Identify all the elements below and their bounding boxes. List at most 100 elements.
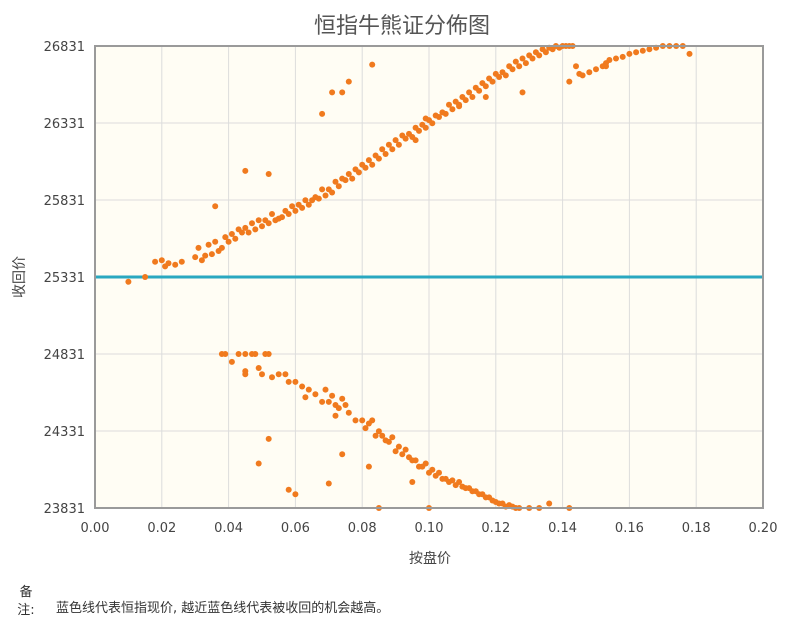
data-point (436, 469, 442, 476)
data-point (362, 425, 369, 432)
data-point (482, 94, 489, 100)
data-point (289, 203, 296, 210)
data-point (606, 57, 613, 63)
y-axis-label: 收回价 (12, 256, 28, 298)
data-point (365, 463, 372, 470)
x-tick-label: 0.02 (147, 521, 176, 536)
data-point (299, 383, 306, 390)
data-point (292, 207, 299, 214)
data-point (345, 409, 352, 416)
data-point (516, 63, 523, 70)
data-point (469, 94, 476, 100)
data-point (322, 386, 329, 393)
data-point (249, 220, 255, 227)
data-point (345, 78, 352, 85)
data-point (275, 371, 282, 378)
data-point (389, 434, 396, 441)
plot-border (94, 45, 764, 509)
data-point (522, 60, 529, 67)
data-point (228, 231, 235, 237)
data-point (269, 211, 275, 217)
data-point (496, 74, 503, 80)
data-point (335, 405, 342, 412)
data-point (222, 351, 229, 357)
data-point (375, 155, 382, 162)
data-point (462, 97, 469, 104)
chart-note: 备注: 蓝色线代表恒指现价, 越近蓝色线代表被收回的机会越高。 (14, 584, 389, 620)
x-tick-label: 0.20 (749, 521, 778, 536)
data-point (265, 171, 272, 177)
data-point (489, 78, 496, 85)
data-point (259, 371, 265, 378)
y-tick-label: 24331 (44, 425, 85, 440)
data-point (142, 274, 149, 280)
data-point (322, 192, 329, 199)
data-point (178, 258, 185, 265)
data-point (125, 278, 132, 285)
data-point (302, 394, 309, 401)
data-point (315, 195, 322, 202)
chart-title: 恒指牛熊证分佈图 (314, 14, 490, 39)
data-point (646, 46, 653, 53)
data-point (395, 443, 402, 450)
data-point (536, 52, 543, 59)
data-point (379, 432, 386, 439)
data-point (359, 417, 366, 424)
data-point (265, 435, 272, 442)
data-point (603, 63, 609, 70)
data-point (242, 368, 249, 375)
data-point (195, 244, 202, 251)
data-point (409, 479, 416, 485)
data-point (573, 63, 579, 70)
data-point (222, 234, 229, 241)
data-point (512, 58, 519, 65)
data-point (482, 83, 489, 90)
data-point (192, 254, 199, 261)
data-point (312, 391, 319, 398)
data-point (342, 402, 349, 408)
data-point (586, 69, 593, 76)
data-point (165, 260, 172, 267)
data-point (566, 78, 573, 85)
data-point (259, 223, 265, 230)
data-point (282, 371, 289, 378)
data-point (542, 49, 549, 56)
data-point (242, 224, 249, 231)
data-point (355, 169, 362, 176)
data-point (225, 238, 232, 245)
x-axis-ticks: 0.00 0.02 0.04 0.06 0.08 0.10 0.12 0.14 0.16 0.18… (81, 521, 778, 536)
data-point (332, 412, 339, 419)
scatter-chart: 恒指牛熊证分佈图 2383124331248312533125831263312… (12, 14, 778, 567)
data-point (302, 197, 309, 204)
data-point (502, 72, 509, 79)
data-point (228, 358, 235, 365)
data-point (299, 204, 306, 211)
data-point (613, 55, 619, 62)
data-point (339, 89, 346, 96)
data-point (476, 87, 483, 94)
data-point (593, 66, 599, 73)
data-point (446, 101, 452, 108)
data-point (436, 114, 442, 120)
x-axis-label: 按盘价 (409, 550, 451, 567)
data-point (158, 257, 165, 264)
data-point (429, 120, 436, 127)
y-tick-label: 25831 (44, 194, 85, 209)
data-point (399, 451, 406, 458)
data-point (172, 261, 179, 268)
data-point (345, 171, 352, 177)
data-point (369, 161, 376, 168)
data-point (372, 432, 379, 439)
data-point (422, 460, 429, 467)
data-point (456, 103, 463, 110)
data-point (252, 226, 259, 233)
data-point (389, 146, 396, 153)
data-point (379, 146, 386, 153)
data-point (212, 238, 219, 245)
data-point (198, 257, 205, 264)
x-tick-label: 0.06 (281, 521, 310, 536)
data-point (456, 479, 463, 485)
data-point (519, 89, 526, 96)
data-point (449, 477, 456, 484)
data-point (335, 183, 342, 190)
